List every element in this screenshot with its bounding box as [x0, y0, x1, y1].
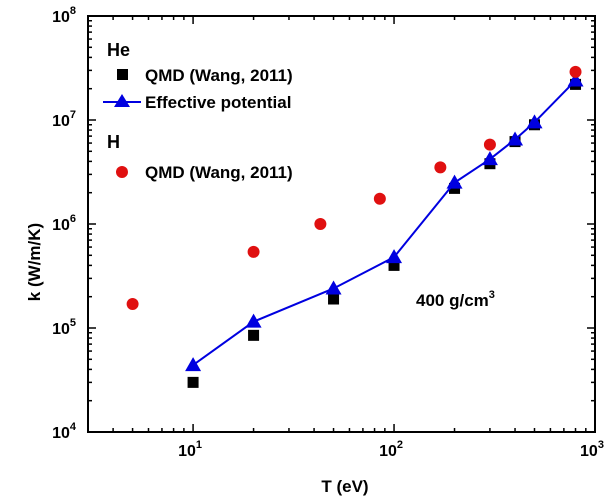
legend-square-marker — [117, 69, 128, 80]
legend-group-he: He — [107, 40, 130, 60]
data-point-triangle — [386, 249, 403, 264]
x-axis-label: T (eV) — [321, 477, 368, 496]
data-point-square — [248, 329, 260, 341]
data-point-triangle — [526, 114, 543, 129]
y-tick-label: 105 — [52, 317, 76, 338]
data-point-triangle — [567, 72, 584, 87]
data-point-circle — [314, 218, 327, 230]
data-point-square — [187, 376, 199, 388]
data-point-triangle — [446, 174, 463, 189]
x-tick-label: 101 — [178, 439, 202, 460]
data-point-circle — [569, 65, 582, 78]
data-point-circle — [373, 192, 386, 205]
legend-triangle-marker — [114, 94, 130, 107]
y-axis-label: k (W/m/K) — [25, 223, 44, 301]
data-point-triangle — [507, 131, 524, 146]
data-point-triangle — [325, 280, 342, 295]
legend-label-he-qmd: QMD (Wang, 2011) — [145, 66, 293, 85]
data-point-triangle — [481, 151, 498, 166]
data-point-square — [328, 293, 340, 305]
data-point-square — [388, 259, 400, 271]
y-tick-label: 107 — [52, 109, 76, 130]
data-point-circle — [247, 245, 260, 258]
density-annotation: 400 g/cm3 — [416, 289, 495, 310]
y-tick-label: 108 — [52, 5, 76, 26]
series-layer — [126, 65, 584, 388]
legend-label-h-qmd: QMD (Wang, 2011) — [145, 163, 293, 182]
legend-group-h: H — [107, 132, 120, 152]
y-tick-label: 106 — [52, 213, 76, 234]
data-point-circle — [126, 298, 139, 311]
series-he-square — [187, 78, 582, 388]
axis-ticks — [87, 16, 595, 433]
legend: He QMD (Wang, 2011) Effective potential … — [103, 40, 293, 182]
series-h-circle — [126, 65, 582, 311]
data-point-triangle — [185, 357, 202, 372]
series-he-triangle — [185, 72, 584, 372]
x-tick-label: 103 — [580, 439, 604, 460]
data-point-triangle — [245, 313, 262, 328]
tick-labels: 101 102 103 104 105 106 107 108 — [52, 5, 604, 460]
data-point-circle — [434, 161, 447, 174]
data-point-circle — [483, 138, 496, 151]
y-tick-label: 104 — [52, 421, 77, 442]
legend-label-effective-potential: Effective potential — [145, 93, 291, 112]
x-tick-label: 102 — [379, 439, 403, 460]
legend-circle-marker — [116, 166, 128, 178]
